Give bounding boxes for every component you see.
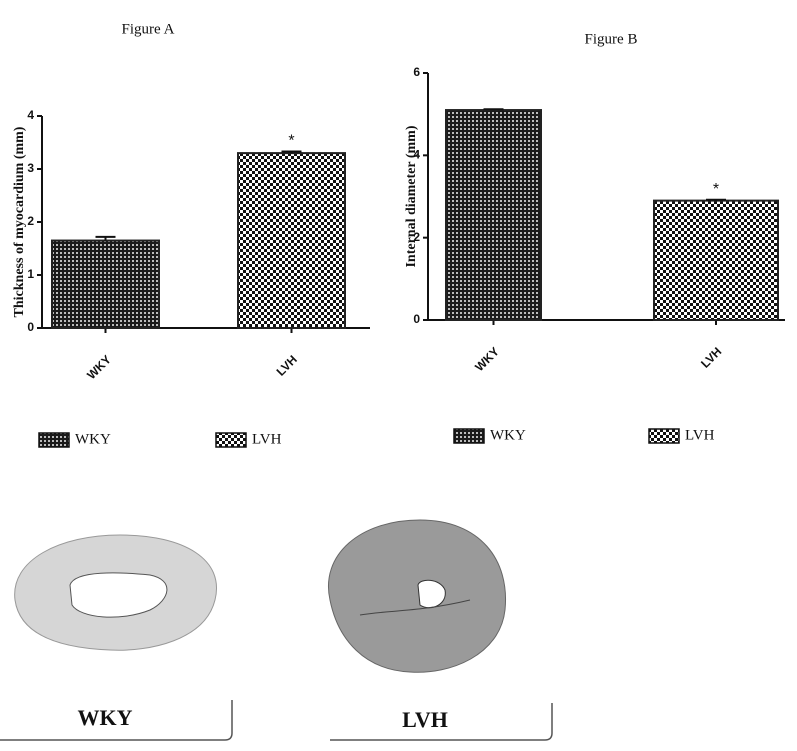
tissue-image-wky [15,535,217,650]
x-tick-label: WKY [472,344,502,374]
legend-label: LVH [685,427,715,443]
y-tick-label: 0 [27,320,34,334]
legend-swatch [454,429,484,443]
bar [52,241,159,328]
annotation: * [288,133,294,150]
y-tick-label: 3 [27,161,34,175]
tissue-image-lvh [328,520,505,672]
error-bar [706,200,726,201]
page: Figure AThickness of myocardium (mm)0123… [0,0,797,751]
image-label-box: LVH [330,703,552,740]
legend-label: WKY [490,427,526,443]
y-axis-label: Thickness of myocardium (mm) [12,126,27,317]
figure: Figure AThickness of myocardium (mm)0123… [0,0,797,751]
image-label: WKY [78,705,133,730]
bar [238,153,345,328]
error-bar [484,109,504,110]
y-tick-label: 4 [27,108,34,122]
chart-title: Figure B [585,31,638,47]
legend-label: WKY [75,431,111,447]
bar [654,201,778,320]
legend-label: LVH [252,431,282,447]
chart-title: Figure A [122,21,175,37]
y-tick-label: 1 [27,267,34,281]
y-tick-label: 2 [413,230,420,244]
x-tick-label: LVH [274,352,300,378]
y-tick-label: 6 [413,65,420,79]
y-tick-label: 4 [413,148,420,162]
y-tick-label: 2 [27,214,34,228]
legend-swatch [649,429,679,443]
bar [446,110,541,320]
image-label: LVH [402,707,448,732]
image-label-box: WKY [0,700,232,740]
legend-swatch [216,433,246,447]
y-tick-label: 0 [413,312,420,326]
annotation: * [713,181,719,198]
x-tick-label: LVH [698,344,724,370]
x-tick-label: WKY [84,352,114,382]
legend-swatch [39,433,69,447]
y-axis-label: Internal diameter (mm) [404,125,419,267]
